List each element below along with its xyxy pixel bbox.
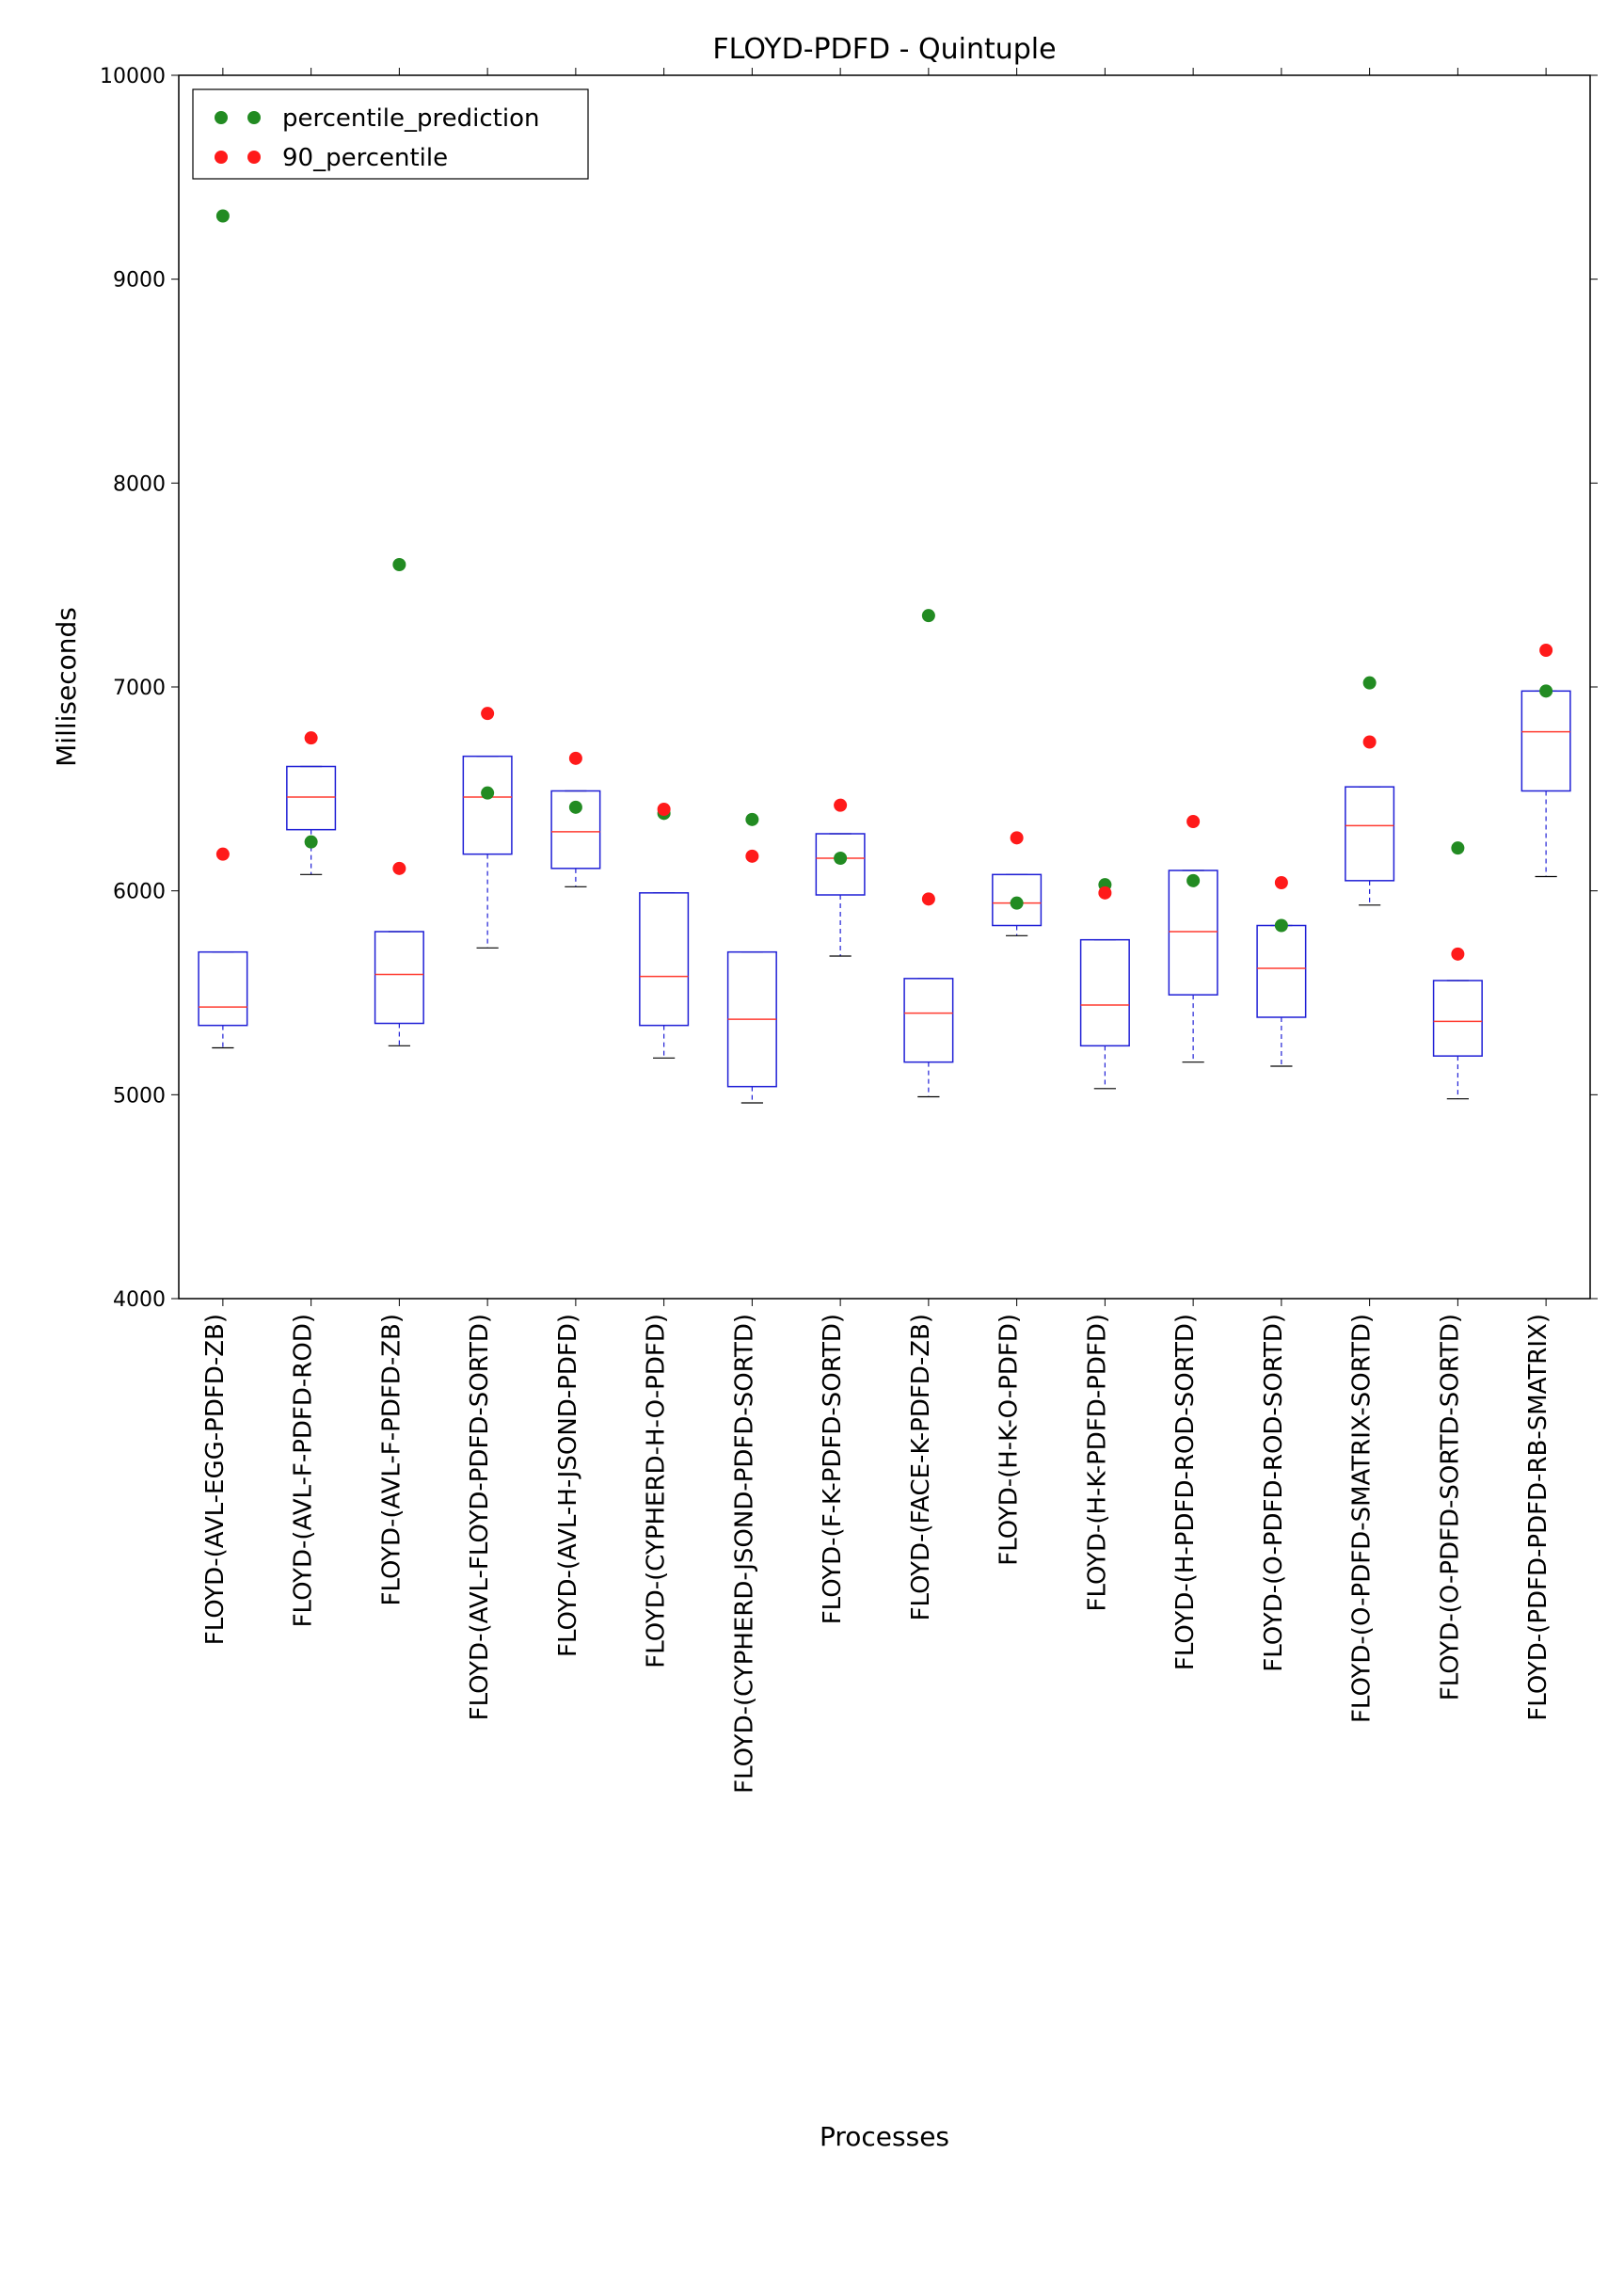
prediction-dot bbox=[392, 558, 406, 571]
xtick-label: FLOYD-(F-K-PDFD-SORTD) bbox=[819, 1314, 847, 1624]
p90-dot bbox=[216, 848, 230, 861]
xtick-label: FLOYD-(AVL-F-PDFD-ZB) bbox=[377, 1314, 406, 1606]
xtick-label: FLOYD-(CYPHERD-JSOND-PDFD-SORTD) bbox=[730, 1314, 758, 1794]
xtick-label: FLOYD-(AVL-FLOYD-PDFD-SORTD) bbox=[466, 1314, 494, 1720]
legend-marker bbox=[247, 111, 261, 124]
box bbox=[1434, 981, 1483, 1056]
boxplot-chart: 4000 5000 6000 7000 8000 9000 10000 FLOYD-(AVL-… bbox=[19, 19, 1624, 2263]
xtick-label: FLOYD-(H-K-O-PDFD) bbox=[995, 1314, 1024, 1566]
p90-dot bbox=[834, 799, 847, 812]
legend-label: 90_percentile bbox=[282, 144, 448, 172]
box bbox=[1081, 940, 1130, 1046]
prediction-dot bbox=[1186, 874, 1200, 887]
box bbox=[1257, 926, 1306, 1018]
xtick-label: FLOYD-(H-PDFD-ROD-SORTD) bbox=[1171, 1314, 1200, 1670]
chart-container: 4000 5000 6000 7000 8000 9000 10000 FLOYD-(AVL-… bbox=[19, 19, 1605, 2263]
box bbox=[1521, 691, 1570, 790]
box bbox=[199, 952, 247, 1026]
prediction-dot bbox=[1011, 897, 1024, 910]
box bbox=[904, 979, 953, 1062]
box bbox=[287, 767, 336, 830]
p90-dot bbox=[922, 892, 935, 905]
box bbox=[1169, 870, 1218, 995]
xtick-label: FLOYD-(AVL-EGG-PDFD-ZB) bbox=[201, 1314, 230, 1645]
ytick-label: 7000 bbox=[113, 677, 166, 700]
prediction-dot bbox=[1539, 684, 1552, 697]
p90-dot bbox=[1275, 876, 1288, 889]
xtick-label: FLOYD-(AVL-H-JSOND-PDFD) bbox=[554, 1314, 582, 1657]
y-axis-title: Milliseconds bbox=[51, 607, 82, 767]
ytick-label: 4000 bbox=[113, 1288, 166, 1312]
prediction-dot bbox=[216, 210, 230, 223]
legend-marker bbox=[215, 111, 228, 124]
ytick-label: 8000 bbox=[113, 472, 166, 496]
xtick-label: FLOYD-(PDFD-PDFD-RB-SMATRIX) bbox=[1524, 1314, 1552, 1721]
ytick-label: 10000 bbox=[100, 65, 166, 88]
p90-dot bbox=[1098, 886, 1111, 900]
prediction-dot bbox=[481, 787, 494, 800]
xtick-label: FLOYD-(H-K-PDFD-PDFD) bbox=[1083, 1314, 1111, 1612]
prediction-dot bbox=[305, 836, 318, 849]
legend-marker bbox=[247, 151, 261, 164]
prediction-dot bbox=[1363, 677, 1377, 690]
box bbox=[463, 757, 512, 854]
p90-dot bbox=[1363, 736, 1377, 749]
p90-dot bbox=[481, 707, 494, 720]
box bbox=[1345, 787, 1394, 881]
ytick-label: 5000 bbox=[113, 1084, 166, 1108]
xtick-label: FLOYD-(O-PDFD-SMATRIX-SORTD) bbox=[1348, 1314, 1377, 1723]
p90-dot bbox=[1451, 948, 1464, 961]
xtick-label: FLOYD-(CYPHERD-H-O-PDFD) bbox=[643, 1314, 671, 1668]
chart-title: FLOYD-PDFD - Quintuple bbox=[712, 33, 1056, 66]
p90-dot bbox=[392, 862, 406, 875]
prediction-dot bbox=[745, 813, 758, 826]
p90-dot bbox=[1539, 644, 1552, 657]
ytick-label: 9000 bbox=[113, 269, 166, 293]
prediction-dot bbox=[569, 801, 582, 814]
prediction-dot bbox=[1451, 841, 1464, 854]
x-axis-title: Processes bbox=[820, 2121, 949, 2152]
xtick-label: FLOYD-(AVL-F-PDFD-ROD) bbox=[290, 1314, 318, 1627]
p90-dot bbox=[1011, 831, 1024, 844]
p90-dot bbox=[1186, 815, 1200, 828]
xtick-label: FLOYD-(FACE-K-PDFD-ZB) bbox=[907, 1314, 935, 1620]
plot-frame bbox=[179, 75, 1590, 1299]
legend-label: percentile_prediction bbox=[282, 104, 539, 133]
xtick-label: FLOYD-(O-PDFD-ROD-SORTD) bbox=[1260, 1314, 1288, 1672]
p90-dot bbox=[745, 850, 758, 863]
p90-dot bbox=[305, 731, 318, 744]
prediction-dot bbox=[922, 609, 935, 622]
legend-marker bbox=[215, 151, 228, 164]
ytick-label: 6000 bbox=[113, 881, 166, 904]
box bbox=[375, 932, 424, 1024]
xtick-label: FLOYD-(O-PDFD-SORTD-SORTD) bbox=[1436, 1314, 1464, 1700]
p90-dot bbox=[569, 752, 582, 765]
prediction-dot bbox=[1275, 919, 1288, 933]
p90-dot bbox=[658, 803, 671, 816]
box bbox=[640, 893, 689, 1026]
prediction-dot bbox=[834, 852, 847, 865]
